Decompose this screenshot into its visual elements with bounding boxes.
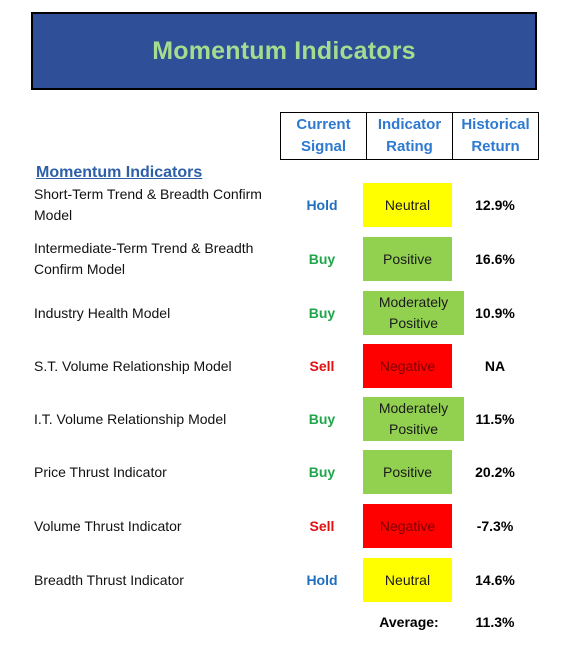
indicator-rating: Moderately Positive	[363, 291, 464, 335]
historical-return: 11.5%	[475, 411, 515, 427]
historical-return: 14.6%	[475, 572, 515, 588]
current-signal: Buy	[308, 464, 336, 480]
indicator-rating: Positive	[363, 237, 452, 281]
historical-return: -7.3%	[476, 518, 514, 534]
header-current-signal: Current Signal	[296, 116, 351, 155]
historical-return: 20.2%	[475, 464, 515, 480]
header-historical-return: Historical Return	[452, 113, 538, 159]
historical-return: NA	[484, 358, 506, 374]
indicator-name: Industry Health Model	[34, 304, 171, 321]
table-row: Breadth Thrust Indicator Hold Neutral 14.6%	[0, 558, 565, 602]
current-signal: Buy	[308, 251, 336, 267]
historical-return: 12.9%	[475, 197, 515, 213]
header-indicator-rating: Indicator Rating	[366, 113, 452, 159]
current-signal: Sell	[309, 518, 335, 534]
table-row: Short-Term Trend & Breadth Confirm Model…	[0, 183, 565, 227]
current-signal: Sell	[309, 358, 335, 374]
current-signal: Buy	[308, 411, 336, 427]
table-row: S.T. Volume Relationship Model Sell Negati…	[0, 344, 565, 388]
section-title: Momentum Indicators	[36, 164, 203, 181]
table-row: Price Thrust Indicator Buy Positive 20.2%	[0, 450, 565, 494]
table-row: Intermediate-Term Trend & Breadth Confir…	[0, 237, 565, 281]
title-banner: Momentum Indicators	[31, 12, 537, 90]
current-signal: Hold	[306, 572, 338, 588]
indicator-name: Price Thrust Indicator	[34, 463, 167, 480]
indicator-name: Intermediate-Term Trend & Breadth Confir…	[34, 240, 254, 277]
current-signal: Buy	[308, 305, 336, 321]
average-label: Average:	[379, 614, 439, 630]
indicator-rating: Negative	[363, 344, 452, 388]
table-row: Volume Thrust Indicator Sell Negative -7.3%	[0, 504, 565, 548]
table-row: I.T. Volume Relationship Model Buy Moderat…	[0, 397, 565, 441]
current-signal: Hold	[306, 197, 338, 213]
indicator-rating: Neutral	[363, 183, 452, 227]
indicator-rating: Moderately Positive	[363, 397, 464, 441]
indicator-name: Short-Term Trend & Breadth Confirm Model	[34, 186, 262, 223]
column-header-box: Current Signal Indicator Rating Historic…	[280, 112, 539, 160]
indicator-name: I.T. Volume Relationship Model	[34, 410, 227, 427]
indicator-name: Breadth Thrust Indicator	[34, 571, 184, 588]
historical-return: 10.9%	[475, 305, 515, 321]
average-value: 11.3%	[475, 614, 515, 630]
indicator-rating: Negative	[363, 504, 452, 548]
indicator-name: S.T. Volume Relationship Model	[34, 357, 232, 374]
indicator-name: Volume Thrust Indicator	[34, 517, 182, 534]
table-row: Industry Health Model Buy Moderately Posit…	[0, 291, 565, 335]
indicator-rating: Neutral	[363, 558, 452, 602]
historical-return: 16.6%	[475, 251, 515, 267]
indicator-rating: Positive	[363, 450, 452, 494]
page-title: Momentum Indicators	[152, 36, 416, 65]
